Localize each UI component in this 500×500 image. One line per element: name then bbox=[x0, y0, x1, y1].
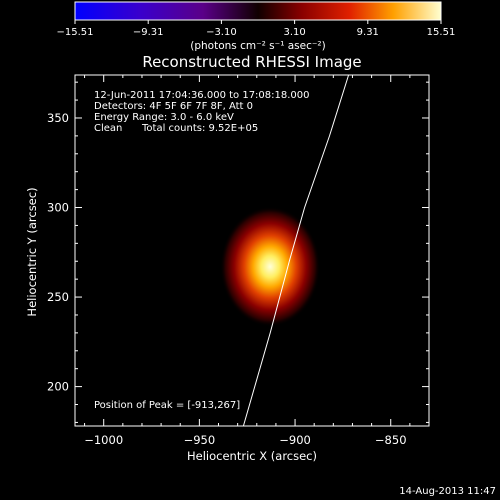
colorbar: −15.51 −9.31 −3.10 3.10 9.31 15.51 (photons c… bbox=[56, 2, 455, 52]
colorbar-tick-label: −15.51 bbox=[56, 27, 93, 38]
flare-source bbox=[220, 207, 320, 327]
plot-title: Reconstructed RHESSI Image bbox=[142, 53, 361, 71]
colorbar-tick-label: 9.31 bbox=[357, 27, 379, 38]
y-axis-label: Heliocentric Y (arcsec) bbox=[25, 187, 39, 316]
colorbar-tick-label: −3.10 bbox=[206, 27, 237, 38]
peak-position: Position of Peak = [-913,267] bbox=[94, 400, 240, 411]
x-tick-label: −1000 bbox=[84, 433, 123, 447]
colorbar-tick-label: −9.31 bbox=[133, 27, 164, 38]
y-tick-label: 200 bbox=[47, 380, 69, 394]
timestamp: 14-Aug-2013 11:47 bbox=[399, 486, 496, 497]
x-axis-label: Heliocentric X (arcsec) bbox=[187, 449, 317, 463]
time-range: 12-Jun-2011 17:04:36.000 to 17:08:18.000 bbox=[94, 90, 310, 101]
x-tick-label: −850 bbox=[375, 433, 407, 447]
energy-range: Energy Range: 3.0 - 6.0 keV bbox=[94, 112, 234, 123]
x-tick-label: −900 bbox=[279, 433, 311, 447]
colorbar-tick-label: 15.51 bbox=[427, 27, 456, 38]
y-tick-label: 350 bbox=[47, 111, 69, 125]
colorbar-ticks: −15.51 −9.31 −3.10 3.10 9.31 15.51 bbox=[56, 20, 455, 38]
y-tick-label: 300 bbox=[47, 201, 69, 215]
colorbar-strip bbox=[75, 2, 441, 20]
detectors: Detectors: 4F 5F 6F 7F 8F, Att 0 bbox=[94, 101, 253, 112]
colorbar-units: (photons cm⁻² s⁻¹ asec⁻²) bbox=[190, 40, 325, 52]
total-counts: Total counts: 9.52E+05 bbox=[141, 123, 258, 134]
y-tick-label: 250 bbox=[47, 290, 69, 304]
clean-label: Clean bbox=[94, 123, 122, 134]
x-tick-label: −950 bbox=[184, 433, 216, 447]
colorbar-tick-label: 3.10 bbox=[283, 27, 305, 38]
